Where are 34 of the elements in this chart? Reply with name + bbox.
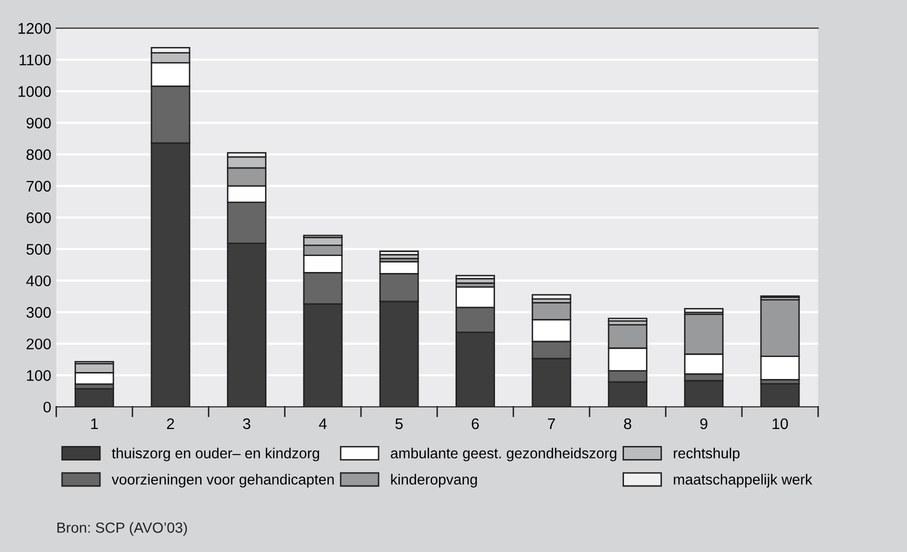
y-tick-label: 200 xyxy=(26,338,51,350)
bar xyxy=(532,294,572,300)
legend-label: thuiszorg en ouder– en kindzorg xyxy=(112,448,320,462)
x-tick-label: 9 xyxy=(700,418,708,430)
legend-label: rechtshulp xyxy=(674,448,740,462)
y-tick-label: 600 xyxy=(26,212,51,224)
y-tick-label: 1000 xyxy=(18,86,51,97)
y-tick-label: 100 xyxy=(27,370,51,381)
y-tick-label: 700 xyxy=(26,180,51,192)
x-tick-label: 2 xyxy=(167,418,174,430)
legend-label: voorzieningen voor gehandicapten xyxy=(112,474,334,488)
x-tick-label: 3 xyxy=(243,418,250,430)
legend-label: ambulante geest. gezondheidszorg xyxy=(390,448,616,462)
y-tick-label: 400 xyxy=(26,275,51,286)
bar xyxy=(379,250,419,256)
x-tick-label: 4 xyxy=(318,418,327,430)
x-tick-label: 5 xyxy=(395,418,403,430)
x-tick-label: 7 xyxy=(548,418,555,430)
x-tick-label: 1 xyxy=(91,418,98,430)
y-tick-label: 1100 xyxy=(20,54,51,66)
y-tick-label: 800 xyxy=(26,149,51,160)
text: Bron: SCP (AVO’03) xyxy=(57,522,187,536)
x-tick-label: 8 xyxy=(624,418,632,430)
y-tick-label: 300 xyxy=(26,307,51,318)
bar xyxy=(684,308,724,314)
y-tick-label: 900 xyxy=(26,118,51,129)
x-tick-label: 6 xyxy=(472,418,479,430)
legend-label: maatschappelijk werk xyxy=(674,474,812,488)
x-tick-label: 10 xyxy=(772,418,788,430)
y-tick-label: 500 xyxy=(26,244,51,255)
legend-label: kinderopvang xyxy=(391,474,477,488)
y-tick-label: 0 xyxy=(43,402,51,413)
y-tick-label: 1200 xyxy=(18,23,51,34)
bar xyxy=(608,318,648,322)
